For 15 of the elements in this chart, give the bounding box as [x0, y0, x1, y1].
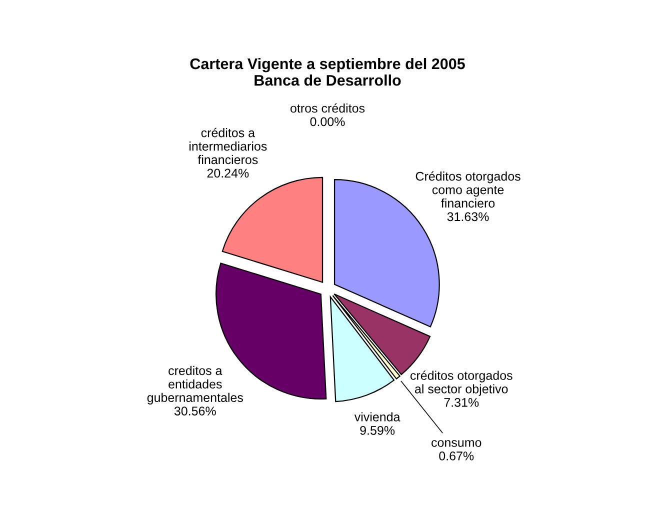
data-label: 0.67% [439, 452, 474, 460]
slice-label: Créditos otorgados como agente financiero [416, 171, 520, 208]
data-label: 20.24% [207, 168, 249, 178]
slice-label: créditos a intermediarios financieros [190, 128, 267, 164]
chart-title: Cartera Vigente a septiembre del 2005 Banca de Desarrollo [190, 58, 465, 86]
data-label: 30.56% [174, 406, 216, 416]
data-label: 9.59% [360, 426, 395, 435]
data-label: 7.31% [444, 398, 479, 407]
slice-label: creditos a entidades gubernamentales [147, 366, 243, 404]
slice-label: consumo [432, 440, 482, 447]
category-label: otros créditos [290, 103, 365, 113]
text: 0.00% [310, 117, 345, 126]
slice-label: vivienda [354, 412, 400, 422]
data-label: 31.63% [447, 212, 489, 222]
slice-label: créditos otorgados al sector objetivo [410, 370, 512, 396]
